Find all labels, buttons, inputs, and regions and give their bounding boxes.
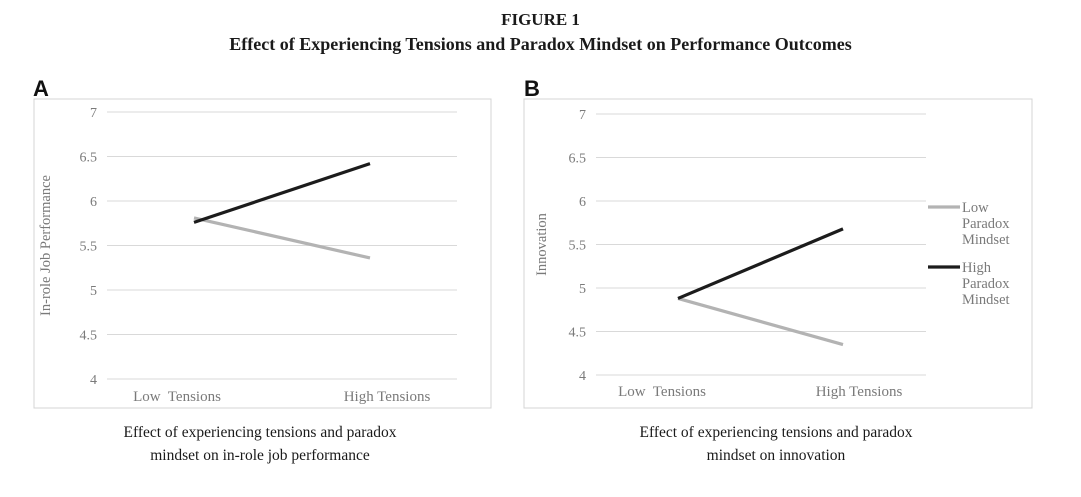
panel-a-letter: A: [33, 76, 49, 101]
panel-b-x-category-label: Low Tensions: [618, 384, 706, 400]
panel-a-caption-line-2: mindset on in-role job performance: [150, 447, 370, 464]
panel-b-y-tick-label: 6.5: [569, 152, 587, 167]
panel-a-series-low-line: [193, 216, 371, 260]
panel-a-y-tick-label: 6.5: [80, 151, 98, 166]
panel-b-y-tick-label: 5: [579, 282, 586, 297]
panel-a-caption: Effect of experiencing tensions and para…: [60, 421, 460, 467]
panel-b-chart: 4 4.5 5 5.5 6 6.5 7 Innovation Low Tensions High …: [523, 98, 1033, 409]
panel-b-series-low-line: [677, 296, 844, 347]
panel-a-caption-line-1: Effect of experiencing tensions and para…: [123, 424, 397, 441]
panel-a-y-axis-label: In-role Job Performance: [38, 175, 54, 316]
panel-a-series-high-line: [193, 162, 371, 224]
panel-b-caption-line-2: mindset on innovation: [706, 447, 846, 464]
legend-low-label: Paradox: [962, 216, 1010, 232]
panel-b-caption-line-1: Effect of experiencing tensions and para…: [639, 424, 913, 441]
panel-b-x-category-label: High Tensions: [816, 384, 903, 400]
panel-a-x-category-label: High Tensions: [344, 389, 431, 405]
panel-a-y-tick-label: 4: [90, 373, 97, 388]
panel-b-frame: [523, 98, 1033, 409]
legend-high-label: High: [962, 260, 992, 276]
legend-low-label: Mindset: [962, 232, 1010, 248]
panel-a-y-tick-label: 5.5: [80, 240, 98, 255]
legend-low-label: Low: [962, 200, 989, 216]
panel-a-y-tick-label: 5: [90, 284, 97, 299]
panel-a-y-tick-label: 4.5: [80, 329, 98, 344]
panel-a-chart: 4 4.5 5 5.5 6 6.5 7 In-role Job Performance Low …: [33, 98, 492, 409]
panel-b-y-tick-label: 4.5: [569, 326, 587, 341]
panel-b-letter: B: [524, 76, 540, 101]
legend-high-label: Mindset: [962, 292, 1010, 308]
panel-b-caption: Effect of experiencing tensions and para…: [576, 421, 976, 467]
figure-label: FIGURE 1: [501, 10, 580, 29]
panel-a-y-tick-label: 6: [90, 195, 97, 210]
panel-b-y-tick-label: 5.5: [569, 239, 587, 254]
panel-a-x-category-label: Low Tensions: [133, 389, 221, 405]
panel-b-series-high-line: [677, 227, 844, 300]
figure-title: Effect of Experiencing Tensions and Para…: [229, 34, 852, 54]
panel-a-y-tick-label: 7: [90, 106, 97, 121]
panel-b-y-axis-label: Innovation: [534, 212, 550, 276]
panel-a-frame: [33, 98, 492, 409]
panel-b-y-tick-label: 7: [579, 108, 586, 123]
panel-b-y-tick-label: 6: [579, 195, 586, 210]
panel-b-y-tick-label: 4: [579, 369, 586, 384]
legend-high-label: Paradox: [962, 276, 1010, 292]
